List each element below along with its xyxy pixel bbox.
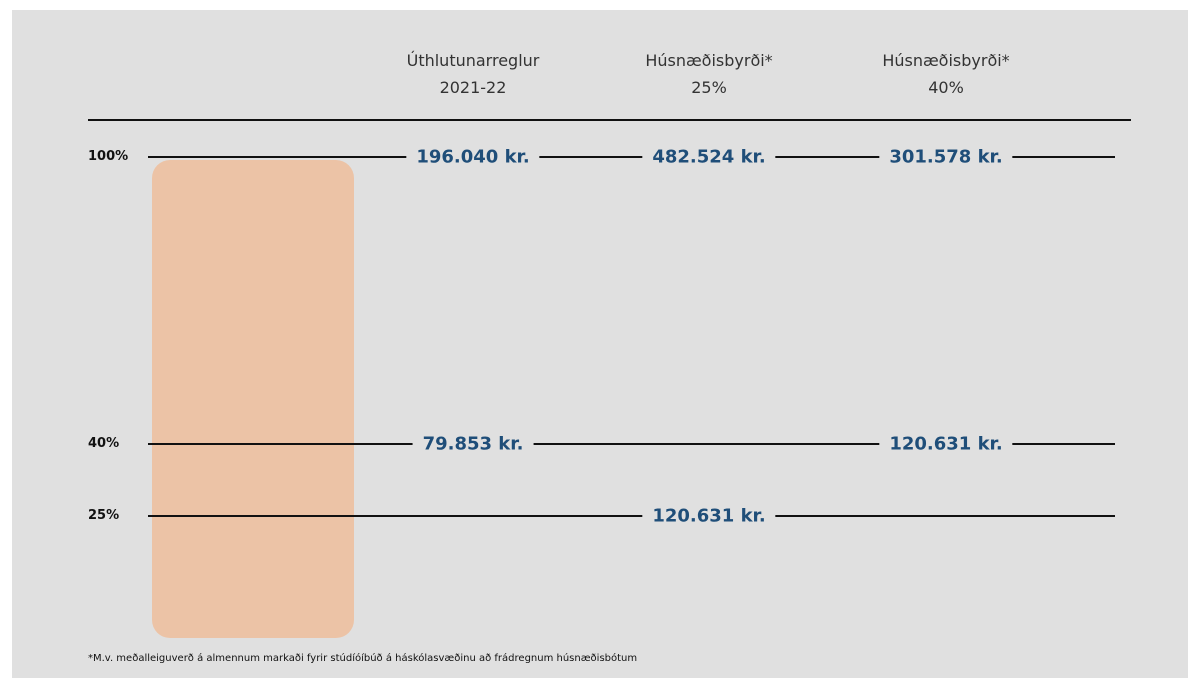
column-title: Úthlutunarreglur — [406, 51, 540, 70]
row-line — [148, 156, 1115, 158]
column-title: Húsnæðisbyrði* — [645, 51, 773, 70]
column-header: Úthlutunarreglur 2021-22 — [363, 47, 583, 101]
cell-value: 120.631 kr. — [642, 505, 776, 527]
row-label: 40% — [88, 436, 120, 451]
row-label: 100% — [88, 149, 129, 164]
column-header: Húsnæðisbyrði* 25% — [599, 47, 819, 101]
column-header: Húsnæðisbyrði* 40% — [836, 47, 1056, 101]
header-rule — [88, 119, 1131, 121]
row-line — [148, 515, 1115, 517]
column-title: Húsnæðisbyrði* — [882, 51, 1010, 70]
cell-value: 120.631 kr. — [879, 433, 1013, 455]
column-subtitle: 2021-22 — [439, 78, 507, 97]
footnote: *M.v. meðalleiguverð á almennum markaði … — [88, 653, 638, 664]
column-subtitle: 25% — [691, 78, 727, 97]
cell-value: 482.524 kr. — [642, 146, 776, 168]
cell-value: 301.578 kr. — [879, 146, 1013, 168]
row-line — [148, 443, 1115, 445]
highlight-bar — [152, 160, 354, 638]
cell-value: 79.853 kr. — [412, 433, 534, 455]
column-subtitle: 40% — [928, 78, 964, 97]
row-label: 25% — [88, 508, 120, 523]
cell-value: 196.040 kr. — [406, 146, 540, 168]
